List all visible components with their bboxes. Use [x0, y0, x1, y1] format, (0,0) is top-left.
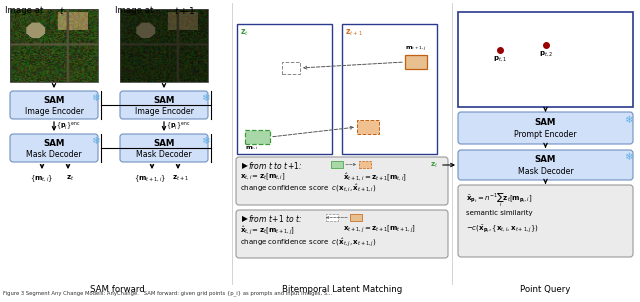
FancyBboxPatch shape [236, 157, 448, 205]
Text: $\mathbf{z}_{t+1}$: $\mathbf{z}_{t+1}$ [345, 27, 363, 37]
FancyBboxPatch shape [120, 134, 208, 162]
Text: change confidence score  $c(\mathbf{x}_{t,i},\hat{\mathbf{x}}_{t+1,i})$: change confidence score $c(\mathbf{x}_{t… [240, 183, 376, 194]
Text: $\mathbf{z}_t$: $\mathbf{z}_t$ [66, 174, 74, 183]
Text: Mask Decoder: Mask Decoder [136, 150, 192, 159]
Text: ❄: ❄ [91, 136, 99, 146]
Text: SAM: SAM [154, 96, 175, 105]
Text: Image Encoder: Image Encoder [134, 107, 193, 116]
Text: $\mathbf{m}_{t+1,j}$: $\mathbf{m}_{t+1,j}$ [405, 45, 427, 54]
Text: Image at: Image at [115, 6, 156, 15]
Text: $t+1$: $t+1$ [174, 5, 196, 17]
Text: Mask Decoder: Mask Decoder [518, 166, 573, 175]
Bar [405, 55, 427, 69]
Text: SAM: SAM [44, 96, 65, 105]
Text: $-c(\bar{\mathbf{x}}_{\mathbf{p}_t},\{\mathbf{x}_{t,i},\mathbf{x}_{t+1,j}\})$: $-c(\bar{\mathbf{x}}_{\mathbf{p}_t},\{\m… [466, 223, 539, 235]
Text: change confidence score  $c(\hat{\mathbf{x}}_{t,j},\mathbf{x}_{t+1,j})$: change confidence score $c(\hat{\mathbf{… [240, 236, 376, 249]
Text: Mask Decoder: Mask Decoder [26, 150, 82, 159]
Text: $\mathbf{x}_{t+1,j} = \mathbf{z}_{t+1}[\mathbf{m}_{t+1,j}]$: $\mathbf{x}_{t+1,j} = \mathbf{z}_{t+1}[\… [343, 224, 416, 235]
FancyBboxPatch shape [236, 210, 448, 258]
Text: SAM: SAM [535, 118, 556, 127]
Bar [357, 120, 379, 134]
Bar [331, 161, 343, 168]
Bar [359, 161, 371, 168]
Bar [326, 214, 338, 221]
Text: $\{\mathbf{p}_i\}^{\mathrm{enc}}$: $\{\mathbf{p}_i\}^{\mathrm{enc}}$ [166, 120, 191, 132]
Text: $\mathbf{m}_{t,i}$: $\mathbf{m}_{t,i}$ [245, 145, 259, 152]
Text: Figure 3 Segment Any Change Models: AnyChange.   SAM forward: given grid points : Figure 3 Segment Any Change Models: AnyC… [3, 290, 332, 296]
Bar [458, 12, 633, 107]
Text: Point Query: Point Query [520, 285, 571, 294]
Text: $\bar{\mathbf{x}}_{\mathbf{p}_t} = n^{-1}\sum_i\mathbf{z}_t[\mathbf{m}_{\mathbf{: $\bar{\mathbf{x}}_{\mathbf{p}_t} = n^{-1… [466, 191, 532, 209]
Text: $\blacktriangleright$: $\blacktriangleright$ [240, 160, 250, 171]
FancyBboxPatch shape [10, 134, 98, 162]
Text: SAM: SAM [535, 156, 556, 164]
Text: ❄: ❄ [623, 115, 632, 125]
Bar [282, 62, 300, 74]
Text: SAM: SAM [154, 139, 175, 148]
Text: $\mathbf{z}_t$: $\mathbf{z}_t$ [240, 27, 249, 37]
Text: ❄: ❄ [623, 153, 632, 162]
Text: $\mathbf{p}_{t,2}$: $\mathbf{p}_{t,2}$ [539, 49, 553, 58]
Text: $\{\mathbf{m}_{t,i}\}$: $\{\mathbf{m}_{t,i}\}$ [30, 174, 54, 185]
Text: $\mathbf{p}_{t,1}$: $\mathbf{p}_{t,1}$ [493, 54, 507, 63]
Text: $\blacktriangleright$: $\blacktriangleright$ [240, 213, 250, 224]
Bar [237, 24, 332, 154]
Text: $t$: $t$ [59, 5, 65, 17]
Text: $\mathbf{z}_t$: $\mathbf{z}_t$ [430, 160, 438, 170]
Text: from $t\!+\!1$ to $t$:: from $t\!+\!1$ to $t$: [248, 213, 303, 224]
Text: $\{\mathbf{p}_i\}^{\mathrm{enc}}$: $\{\mathbf{p}_i\}^{\mathrm{enc}}$ [56, 120, 81, 132]
Text: Image Encoder: Image Encoder [24, 107, 83, 116]
Text: Prompt Encoder: Prompt Encoder [515, 130, 577, 139]
Text: $\{\mathbf{m}_{t+1,i}\}$: $\{\mathbf{m}_{t+1,i}\}$ [134, 174, 166, 185]
Text: SAM: SAM [44, 139, 65, 148]
Bar [245, 130, 270, 144]
Text: $\hat{\mathbf{x}}_{t,j} = \mathbf{z}_t[\mathbf{m}_{t+1,j}]$: $\hat{\mathbf{x}}_{t,j} = \mathbf{z}_t[\… [240, 224, 295, 237]
Bar [120, 9, 208, 82]
Bar [350, 214, 362, 221]
Text: $\mathbf{x}_{t,i} = \mathbf{z}_t[\mathbf{m}_{t,i}]$: $\mathbf{x}_{t,i} = \mathbf{z}_t[\mathbf… [240, 171, 285, 182]
Text: $\mathbf{z}_{t+1}$: $\mathbf{z}_{t+1}$ [172, 174, 188, 183]
Text: ❄: ❄ [200, 136, 209, 146]
FancyBboxPatch shape [458, 112, 633, 144]
FancyBboxPatch shape [10, 91, 98, 119]
Text: ❄: ❄ [91, 93, 99, 103]
FancyBboxPatch shape [120, 91, 208, 119]
Bar [10, 9, 98, 82]
Bar [342, 24, 437, 154]
Text: ❄: ❄ [200, 93, 209, 103]
FancyBboxPatch shape [458, 150, 633, 180]
Text: Bitemporal Latent Matching: Bitemporal Latent Matching [282, 285, 402, 294]
Text: semantic similarity: semantic similarity [466, 210, 532, 216]
Text: SAM forward: SAM forward [90, 285, 145, 294]
Text: $\hat{\mathbf{x}}_{t+1,i} = \mathbf{z}_{t+1}[\mathbf{m}_{t,i}]$: $\hat{\mathbf{x}}_{t+1,i} = \mathbf{z}_{… [343, 171, 407, 183]
Text: Image at: Image at [5, 6, 46, 15]
FancyBboxPatch shape [458, 185, 633, 257]
Text: from $t$ to $t\!+\!1$:: from $t$ to $t\!+\!1$: [248, 160, 303, 171]
